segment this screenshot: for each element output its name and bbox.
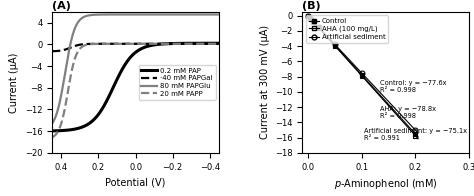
80 mM PAPGlu [151,13,156,16]
20 mM PAPP [155,43,161,45]
AHA (100 mg/L) [412,135,418,137]
Text: Control: y = −77.6x
R² = 0.998: Control: y = −77.6x R² = 0.998 [381,80,447,93]
20 mM PAPP [146,43,152,45]
Artificial sediment [305,14,310,17]
Control [308,17,313,20]
X-axis label: $p$-Aminophenol (mM): $p$-Aminophenol (mM) [334,177,438,191]
20 mM PAPP [60,118,65,121]
20 mM PAPP [216,43,222,45]
Line: ·40 mM PAPGal: ·40 mM PAPGal [52,44,219,51]
Y-axis label: Current (μA): Current (μA) [9,52,19,113]
Artificial sediment [412,129,418,131]
0.2 mM PAP [49,130,55,132]
80 mM PAPGlu [193,13,199,16]
Line: 0.2 mM PAP: 0.2 mM PAP [52,43,219,131]
20 mM PAPP [176,43,182,45]
0.2 mM PAP [216,42,222,44]
20 mM PAPP [49,136,55,138]
80 mM PAPGlu [155,13,161,16]
80 mM PAPGlu [60,88,65,90]
0.2 mM PAP [193,42,199,44]
Text: (A): (A) [52,1,71,11]
0.2 mM PAP [176,42,182,44]
AHA (100 mg/L) [359,74,365,77]
·40 mM PAPGal [49,50,55,52]
Line: 20 mM PAPP: 20 mM PAPP [52,44,219,137]
Text: Artificial sediment: y = −75.1x
R² = 0.991: Artificial sediment: y = −75.1x R² = 0.9… [365,128,467,141]
·40 mM PAPGal [216,43,222,45]
0.2 mM PAP [155,43,161,45]
Control [305,14,310,17]
Line: Control: Control [305,13,418,136]
Control [412,133,418,135]
·40 mM PAPGal [60,49,65,52]
Text: AHA: y = −78.8x
R² = 0.998: AHA: y = −78.8x R² = 0.998 [381,106,437,119]
80 mM PAPGlu [146,13,152,16]
AHA (100 mg/L) [305,14,310,17]
Control [316,26,321,29]
Artificial sediment [316,26,321,28]
Line: 80 mM PAPGlu: 80 mM PAPGlu [52,15,219,123]
Artificial sediment [359,72,365,74]
·40 mM PAPGal [176,43,182,45]
80 mM PAPGlu [176,13,182,16]
AHA (100 mg/L) [316,26,321,29]
Control [310,20,316,23]
Line: AHA (100 mg/L): AHA (100 mg/L) [305,13,418,138]
80 mM PAPGlu [216,13,222,16]
·40 mM PAPGal [151,43,156,45]
Artificial sediment [332,43,337,45]
20 mM PAPP [212,43,218,45]
X-axis label: Potential (V): Potential (V) [105,177,166,187]
AHA (100 mg/L) [308,17,313,20]
0.2 mM PAP [151,44,156,46]
Control [332,44,337,46]
20 mM PAPP [151,43,156,45]
20 mM PAPP [193,43,199,45]
·40 mM PAPGal [155,43,161,45]
AHA (100 mg/L) [310,20,316,23]
·40 mM PAPGal [193,43,199,45]
Line: Artificial sediment: Artificial sediment [305,13,418,132]
AHA (100 mg/L) [332,44,337,47]
·40 mM PAPGal [146,43,152,45]
80 mM PAPGlu [49,122,55,125]
Artificial sediment [308,17,313,20]
0.2 mM PAP [146,45,152,47]
Control [359,74,365,76]
Text: (B): (B) [302,1,321,11]
Legend: 0.2 mM PAP, ·40 mM PAPGal, 80 mM PAPGlu, 20 mM PAPP: 0.2 mM PAP, ·40 mM PAPGal, 80 mM PAPGlu,… [139,65,216,100]
Legend: Control, AHA (100 mg/L), Artificial sediment: Control, AHA (100 mg/L), Artificial sedi… [306,15,388,43]
Artificial sediment [310,20,316,23]
0.2 mM PAP [60,129,65,132]
Y-axis label: Current at 300 mV (μA): Current at 300 mV (μA) [259,25,270,139]
